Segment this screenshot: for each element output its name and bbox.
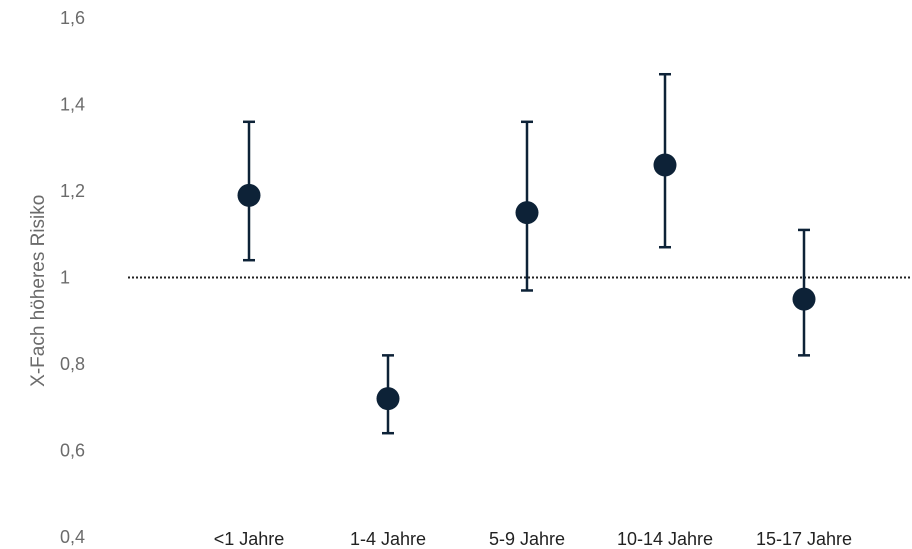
y-tick-label: 0,8: [60, 354, 85, 374]
y-tick-label: 1,4: [60, 95, 85, 115]
error-bars: [243, 72, 810, 435]
data-point: [653, 153, 677, 177]
y-tick-label: 1,2: [60, 181, 85, 201]
x-tick-label: 5-9 Jahre: [489, 529, 565, 549]
x-tick-label: 1-4 Jahre: [350, 529, 426, 549]
y-tick-label: 0,6: [60, 441, 85, 461]
y-tick-label: 1: [60, 268, 70, 288]
data-points: [237, 153, 816, 411]
y-axis-ticks: 0,4 0,6 0,8 1 1,2 1,4 1,6: [60, 8, 85, 547]
x-tick-label: 15-17 Jahre: [756, 529, 852, 549]
data-point: [515, 201, 539, 225]
y-tick-label: 0,4: [60, 527, 85, 547]
y-axis-title: X-Fach höheres Risiko: [28, 195, 49, 387]
x-axis-ticks: <1 Jahre 1-4 Jahre 5-9 Jahre 10-14 Jahre 15-…: [214, 529, 852, 549]
y-tick-label: 1,6: [60, 8, 85, 28]
data-point: [792, 287, 816, 311]
x-tick-label: 10-14 Jahre: [617, 529, 713, 549]
data-point: [376, 387, 400, 411]
data-point: [237, 183, 261, 207]
x-tick-label: <1 Jahre: [214, 529, 285, 549]
